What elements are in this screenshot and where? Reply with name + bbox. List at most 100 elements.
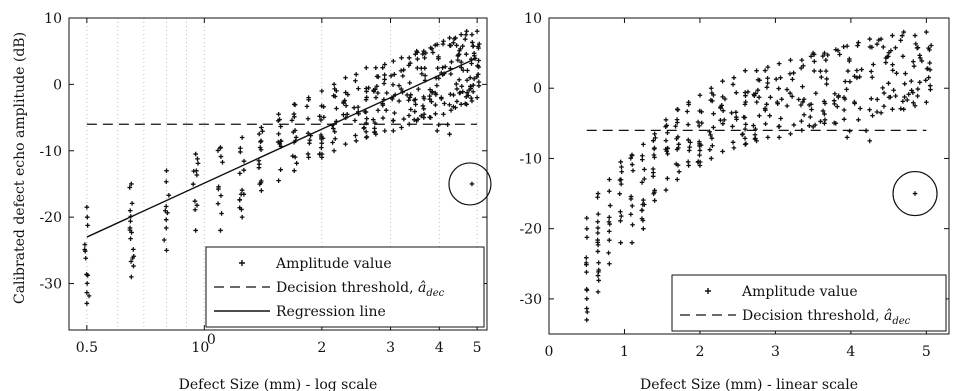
data-point — [292, 102, 298, 108]
legend-box — [671, 274, 947, 332]
data-point — [753, 126, 758, 132]
data-point — [629, 162, 635, 167]
data-point — [675, 107, 681, 113]
data-point — [841, 107, 847, 113]
data-point — [665, 145, 671, 151]
data-point — [291, 129, 296, 135]
data-point — [476, 41, 482, 47]
data-point — [901, 29, 907, 35]
data-point — [923, 78, 929, 83]
data-point — [881, 90, 887, 96]
data-point — [595, 225, 601, 231]
data-point — [673, 123, 678, 129]
data-point — [629, 203, 635, 209]
data-point — [391, 128, 396, 134]
data-point — [433, 92, 439, 97]
data-point — [451, 36, 457, 42]
data-point — [811, 52, 817, 57]
data-point — [380, 65, 385, 70]
data-point — [331, 82, 337, 87]
x-tick-label: 0.5 — [76, 340, 98, 356]
data-point — [460, 43, 465, 49]
data-point — [742, 115, 748, 120]
data-point — [195, 161, 201, 166]
data-point — [845, 68, 851, 74]
data-point — [161, 237, 167, 243]
data-point — [127, 225, 133, 231]
y-tick-label: -20 — [519, 222, 542, 238]
data-point — [755, 87, 761, 93]
data-point — [607, 203, 613, 208]
x-tick-label: 2 — [695, 344, 704, 360]
data-point — [584, 215, 590, 221]
data-point — [406, 63, 412, 68]
data-point — [584, 255, 589, 260]
data-point — [398, 86, 404, 92]
data-point — [319, 145, 324, 150]
data-point — [883, 60, 889, 65]
data-point — [640, 153, 645, 159]
x-tick-label: 5 — [473, 340, 482, 356]
data-point — [868, 69, 874, 74]
data-point — [471, 51, 477, 56]
data-point — [595, 249, 601, 254]
data-point — [239, 214, 245, 220]
data-point — [194, 172, 200, 178]
data-point — [652, 188, 657, 193]
data-point — [755, 77, 761, 83]
data-point — [894, 70, 899, 76]
data-point — [799, 118, 804, 124]
data-point — [374, 74, 380, 79]
data-point — [448, 43, 453, 48]
data-point — [718, 105, 723, 111]
data-point — [83, 255, 89, 261]
data-point — [131, 263, 136, 269]
data-point — [778, 116, 784, 121]
data-point — [363, 129, 369, 135]
data-point — [778, 75, 783, 80]
data-point — [756, 95, 762, 100]
data-point — [857, 74, 862, 80]
data-point — [433, 111, 438, 117]
data-point — [697, 152, 702, 158]
data-point — [195, 156, 200, 162]
data-point — [881, 103, 887, 109]
data-point — [904, 97, 910, 103]
data-point — [787, 90, 793, 96]
data-point — [84, 301, 90, 306]
data-point — [220, 159, 225, 165]
x-tick-label: 4 — [435, 340, 444, 356]
data-point — [837, 52, 842, 57]
data-point — [910, 59, 916, 64]
data-point — [650, 174, 656, 179]
data-point — [928, 43, 934, 48]
x-tick-label: 3 — [771, 344, 780, 360]
data-point — [352, 118, 358, 123]
data-point — [663, 138, 669, 143]
data-point — [869, 74, 875, 80]
data-point — [353, 78, 358, 84]
data-point — [823, 57, 829, 63]
data-point — [606, 250, 611, 256]
data-point — [673, 161, 679, 167]
data-point — [890, 62, 895, 67]
data-point — [752, 136, 758, 142]
data-point — [874, 97, 880, 102]
data-point — [193, 151, 198, 157]
data-point — [256, 165, 262, 170]
data-point — [289, 118, 295, 123]
data-point — [86, 293, 92, 299]
regression-line — [86, 57, 478, 238]
data-point — [399, 125, 404, 130]
data-point — [406, 97, 411, 103]
x-tick-label: 0 — [545, 344, 554, 360]
data-point — [752, 132, 758, 138]
data-point — [619, 164, 624, 170]
data-point — [470, 82, 476, 88]
legend-label: Amplitude value — [275, 256, 392, 272]
data-point — [890, 106, 895, 112]
data-point — [460, 67, 466, 73]
data-point — [475, 44, 481, 49]
data-point — [128, 236, 133, 241]
data-point — [413, 51, 418, 57]
